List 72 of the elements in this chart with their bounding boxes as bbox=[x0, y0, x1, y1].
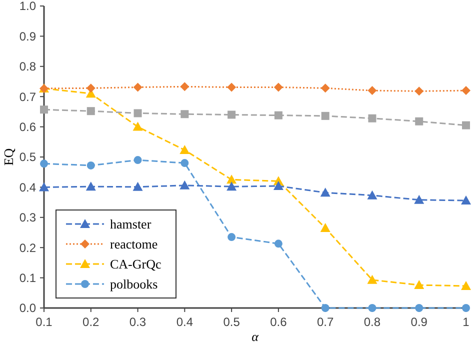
point bbox=[320, 188, 330, 197]
point bbox=[414, 86, 424, 96]
point bbox=[180, 110, 189, 118]
x-tick-label: 0.3 bbox=[129, 315, 146, 329]
point bbox=[180, 82, 190, 92]
point bbox=[134, 156, 142, 164]
point bbox=[274, 111, 282, 120]
x-tick-label: 0.7 bbox=[316, 315, 334, 329]
point bbox=[226, 182, 237, 191]
point bbox=[86, 107, 95, 116]
x-tick-label: 0.2 bbox=[82, 315, 100, 329]
point bbox=[321, 112, 330, 120]
x-tick-label: 0.6 bbox=[270, 315, 288, 329]
point bbox=[368, 86, 377, 96]
point bbox=[228, 110, 236, 119]
x-tick-label: 0.5 bbox=[223, 315, 240, 329]
point bbox=[133, 82, 142, 92]
x-axis-title: α bbox=[252, 329, 260, 344]
point bbox=[320, 222, 330, 232]
legend-label: hamster bbox=[110, 216, 152, 232]
point bbox=[228, 233, 236, 242]
legend-label: reactome bbox=[110, 236, 158, 252]
point bbox=[180, 145, 190, 154]
point bbox=[226, 174, 237, 184]
point bbox=[368, 304, 376, 312]
y-tick-label: 1.0 bbox=[19, 0, 36, 14]
point bbox=[40, 106, 48, 114]
point bbox=[321, 304, 330, 312]
y-tick-label: 0.4 bbox=[19, 180, 36, 194]
y-tick-label: 0.8 bbox=[19, 60, 36, 74]
x-tick-label: 1 bbox=[462, 315, 470, 329]
x-tick-label: 0.1 bbox=[36, 315, 53, 329]
point bbox=[274, 82, 283, 92]
point bbox=[227, 82, 236, 92]
point bbox=[273, 180, 284, 190]
point bbox=[180, 159, 189, 168]
point bbox=[134, 109, 142, 118]
point bbox=[40, 160, 48, 168]
y-axis-title: EQ bbox=[1, 148, 16, 166]
legend-label: CA-GrQc bbox=[110, 256, 162, 272]
y-tick-label: 0.5 bbox=[19, 150, 36, 164]
y-tick-label: 0.7 bbox=[19, 90, 36, 104]
y-tick-label: 0.6 bbox=[19, 120, 36, 134]
point bbox=[462, 86, 470, 96]
point bbox=[462, 121, 470, 130]
y-tick-label: 0.2 bbox=[19, 240, 36, 255]
point bbox=[414, 280, 424, 290]
y-tick-label: 0.3 bbox=[19, 210, 36, 225]
legend-label: polbooks bbox=[110, 276, 158, 292]
point bbox=[86, 84, 96, 93]
x-tick-label: 0.4 bbox=[176, 315, 194, 329]
point bbox=[86, 182, 96, 191]
point bbox=[461, 280, 471, 290]
x-tick-label: 0.8 bbox=[364, 315, 381, 329]
point bbox=[320, 84, 330, 93]
point bbox=[367, 274, 378, 284]
point bbox=[39, 182, 49, 192]
y-tick-label: 0.9 bbox=[19, 29, 36, 44]
point bbox=[132, 182, 143, 191]
point bbox=[86, 161, 95, 170]
point bbox=[461, 195, 471, 204]
point bbox=[367, 190, 378, 200]
point bbox=[415, 117, 424, 126]
y-tick-label: 0.0 bbox=[19, 301, 36, 316]
point bbox=[132, 122, 143, 131]
point bbox=[180, 180, 190, 190]
point bbox=[274, 240, 282, 248]
y-tick-label: 0.1 bbox=[19, 271, 36, 285]
point bbox=[415, 304, 424, 312]
point bbox=[368, 114, 376, 122]
point bbox=[414, 194, 424, 204]
x-tick-label: 0.9 bbox=[410, 315, 428, 329]
